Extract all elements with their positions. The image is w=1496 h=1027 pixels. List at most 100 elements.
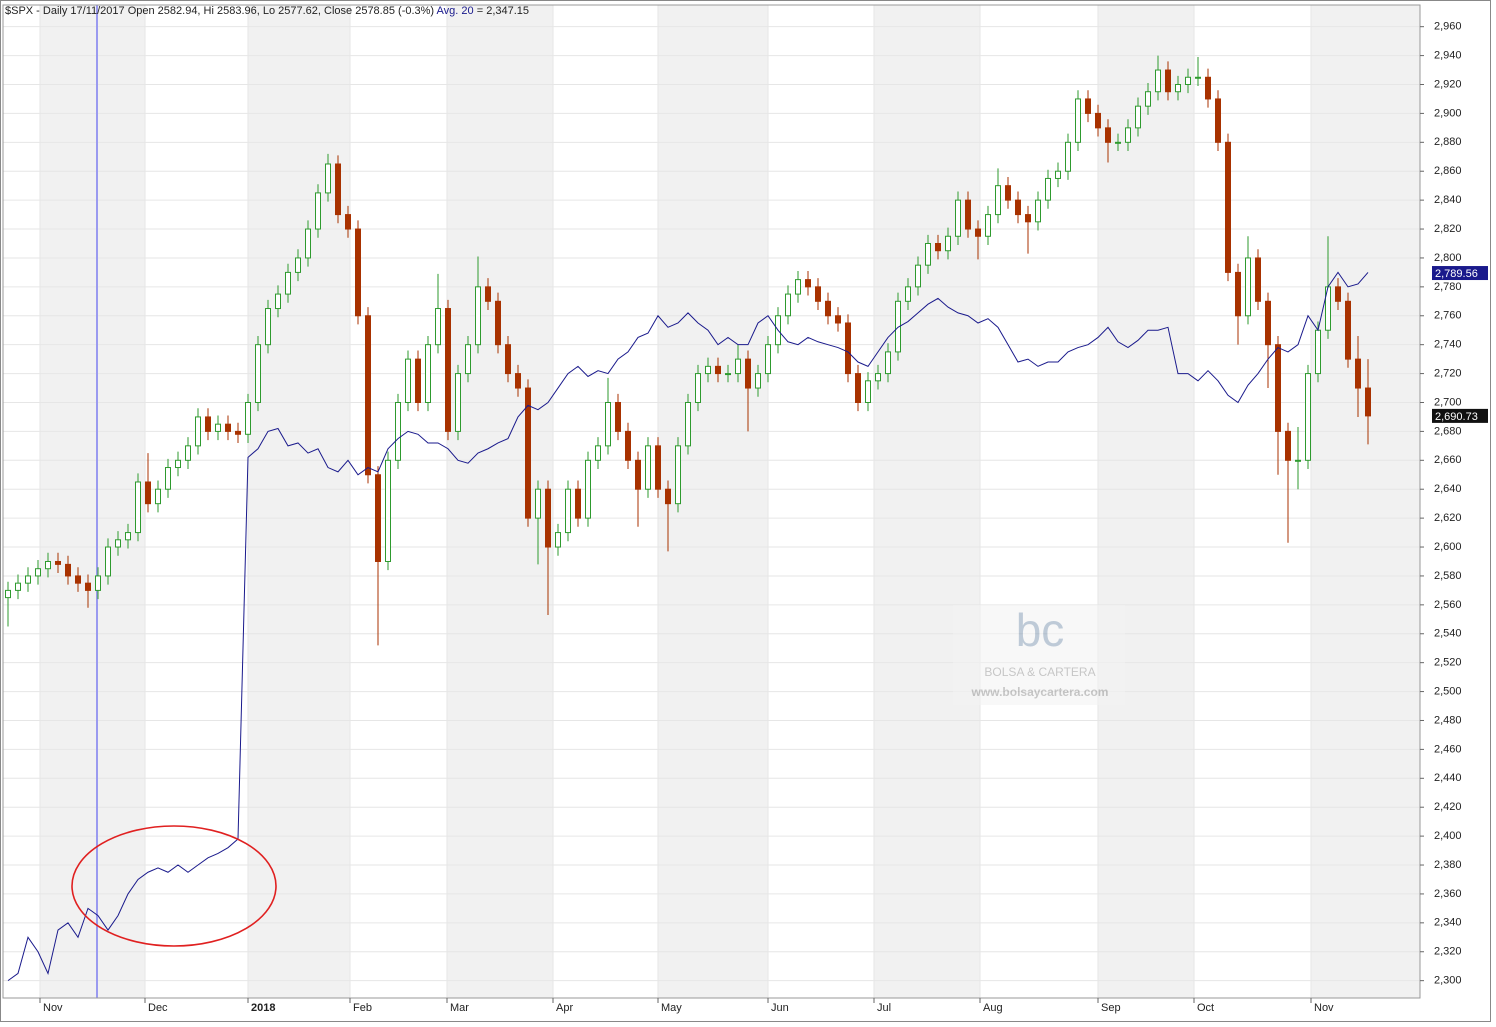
y-tick-label: 2,400 [1434,830,1462,842]
y-tick-label: 2,920 [1434,78,1462,90]
candle-body [595,445,601,461]
x-tick-label: Sep [1101,1002,1121,1014]
candle-body [1225,141,1231,273]
candle-body [965,199,971,230]
candle-body [955,199,961,237]
candle-body [845,322,851,375]
month-band [1098,5,1194,998]
candle-body [1145,91,1151,107]
candle-body [1165,69,1171,93]
candle-body [1305,373,1311,461]
x-tick-label: Nov [43,1002,63,1014]
candle-body [295,257,301,273]
candle-body [905,286,911,302]
x-tick-label: Nov [1314,1002,1334,1014]
candle-body [185,445,191,461]
x-tick-label: Feb [353,1002,372,1014]
candle-body [155,488,161,505]
candle-body [1335,286,1341,302]
y-tick-label: 2,500 [1434,685,1462,697]
y-tick-label: 2,560 [1434,599,1462,611]
candle-body [1235,271,1241,317]
candle-body [575,488,581,519]
candle-body [1015,199,1021,216]
candle-body [735,358,741,375]
candle-body [175,459,181,469]
candle-body [255,344,261,403]
candle-body [925,242,931,266]
candle-body [825,300,831,317]
x-tick-label: Jun [771,1002,789,1014]
candle-body [1065,141,1071,172]
price-tag-label: 2,690.73 [1435,411,1478,423]
candle-body [115,539,121,548]
candle-body [1075,98,1081,143]
x-tick-label: Jul [877,1002,891,1014]
candle-body [1245,257,1251,317]
y-tick-label: 2,480 [1434,714,1462,726]
candle-body [355,228,361,317]
candle-body [885,351,891,375]
candle-body [395,401,401,461]
candle-body [1295,459,1301,462]
candle-body [645,445,651,490]
y-tick-label: 2,700 [1434,396,1462,408]
candle-body [105,546,111,577]
y-tick-label: 2,860 [1434,165,1462,177]
candle-body [1345,300,1351,360]
candle-body [915,264,921,288]
candle-body [515,373,521,389]
candle-body [755,373,761,389]
candle-body [985,214,991,237]
y-tick-label: 2,580 [1434,570,1462,582]
candle-body [1265,300,1271,346]
candle-body [715,365,721,375]
y-tick-label: 2,520 [1434,657,1462,669]
month-band [874,5,980,998]
candle-body [1135,105,1141,129]
x-tick-label: Apr [556,1002,573,1014]
candle-body [425,344,431,403]
y-tick-label: 2,320 [1434,946,1462,958]
candle-body [865,380,871,403]
candle-body [1205,76,1211,100]
candle-body [445,308,451,432]
candle-body [805,279,811,288]
candle-body [1095,112,1101,129]
candle-body [1085,98,1091,114]
y-tick-label: 2,300 [1434,975,1462,987]
candle-body [45,560,51,570]
candle-body [1005,185,1011,201]
candle-body [675,445,681,505]
y-tick-label: 2,900 [1434,107,1462,119]
candle-body [455,373,461,432]
candle-body [605,401,611,447]
candle-body [325,163,331,194]
candle-body [1055,170,1061,179]
candle-body [495,300,501,346]
candle-body [405,358,411,403]
candle-body [35,568,41,577]
y-tick-label: 2,640 [1434,483,1462,495]
candle-body [85,582,91,591]
candle-body [1185,76,1191,85]
candle-body [265,308,271,346]
highlight-ellipse [71,825,277,947]
candle-body [145,481,151,505]
x-tick-label: Oct [1197,1002,1214,1014]
candle-body [55,560,61,565]
candle-body [615,401,621,432]
candle-body [725,373,731,376]
candle-body [1285,430,1291,461]
candle-body [195,416,201,447]
candle-body [875,373,881,382]
watermark-url: www.bolsaycartera.com [971,685,1109,699]
y-tick-label: 2,620 [1434,512,1462,524]
candle-body [835,315,841,324]
x-tick-label: Mar [450,1002,469,1014]
x-tick-label: Dec [148,1002,168,1014]
candle-body [1035,199,1041,223]
y-tick-label: 2,960 [1434,21,1462,33]
legend-entry: Avg. 20 [437,5,474,17]
